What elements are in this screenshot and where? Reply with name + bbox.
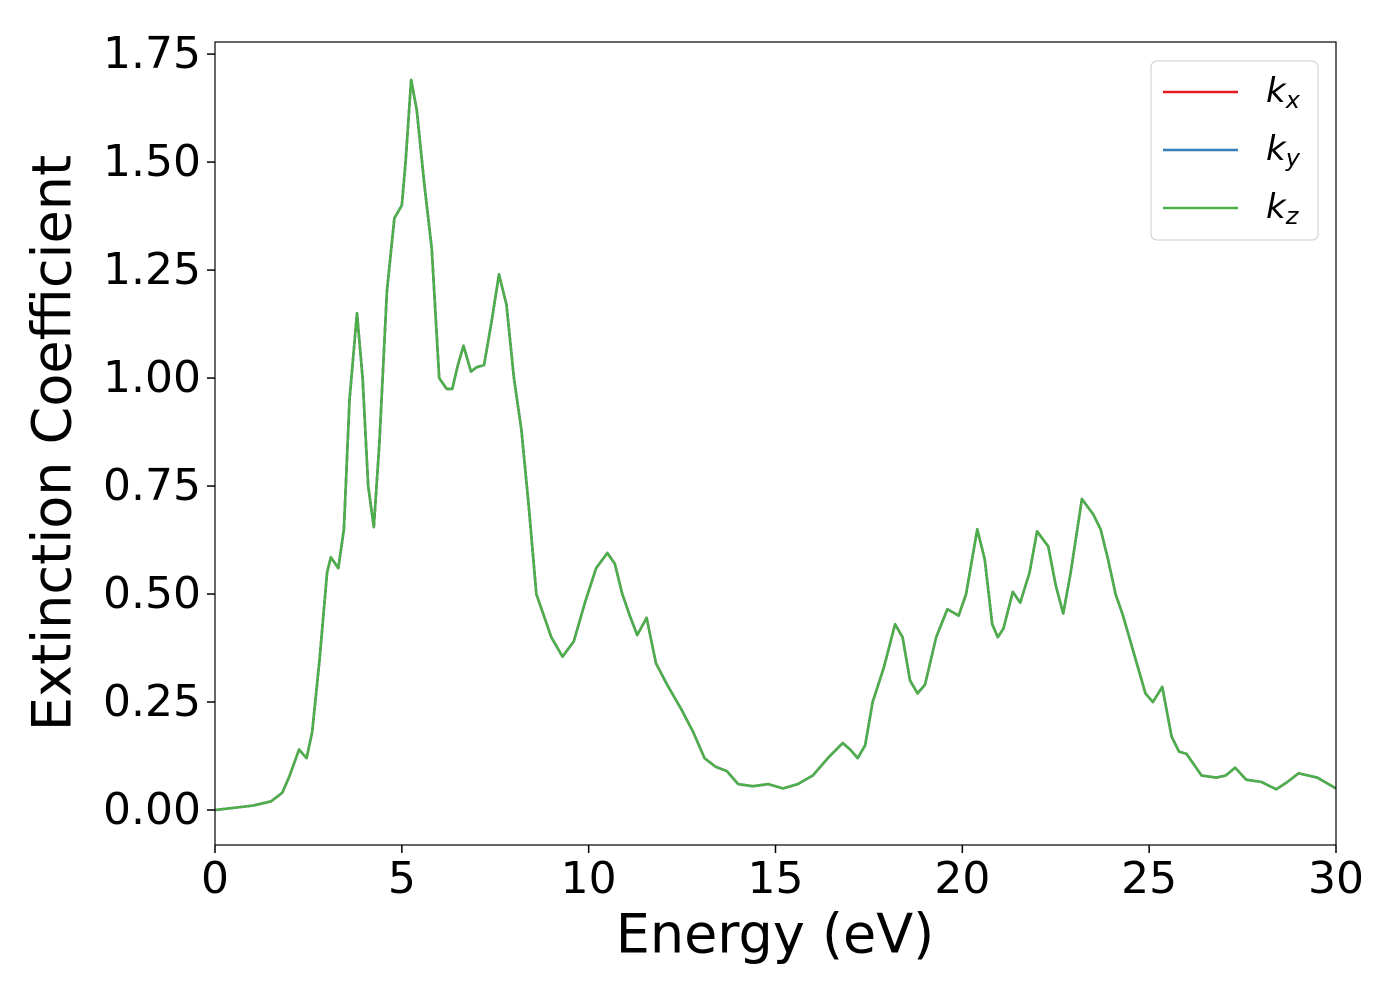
y-axis-label: Extinction Coefficient	[21, 155, 84, 731]
y-tick-label: 0.25	[103, 676, 201, 727]
plot-frame	[214, 41, 1337, 846]
y-tick-label: 1.00	[103, 352, 201, 403]
x-tick-label: 25	[1121, 853, 1177, 904]
x-tick-label: 15	[748, 853, 804, 904]
x-tick-label: 10	[561, 853, 617, 904]
y-tick-label: 0.50	[103, 568, 201, 619]
legend: kx ky kz	[1150, 60, 1319, 241]
y-tick-label: 1.50	[103, 136, 201, 187]
x-tick-label: 5	[388, 853, 416, 904]
y-tick-label: 1.75	[103, 28, 201, 79]
y-tick-label: 1.25	[103, 244, 201, 295]
data-line	[215, 78, 1336, 812]
legend-label: kx	[1266, 71, 1301, 115]
y-tick-label: 0.75	[103, 460, 201, 511]
legend-label: kz	[1266, 187, 1300, 231]
x-tick-label: 20	[934, 853, 990, 904]
y-tick-label: 0.00	[103, 784, 201, 835]
legend-label: ky	[1266, 129, 1301, 173]
x-axis-label: Energy (eV)	[616, 903, 935, 966]
x-tick-label: 30	[1308, 853, 1364, 904]
x-tick-label: 0	[201, 853, 229, 904]
